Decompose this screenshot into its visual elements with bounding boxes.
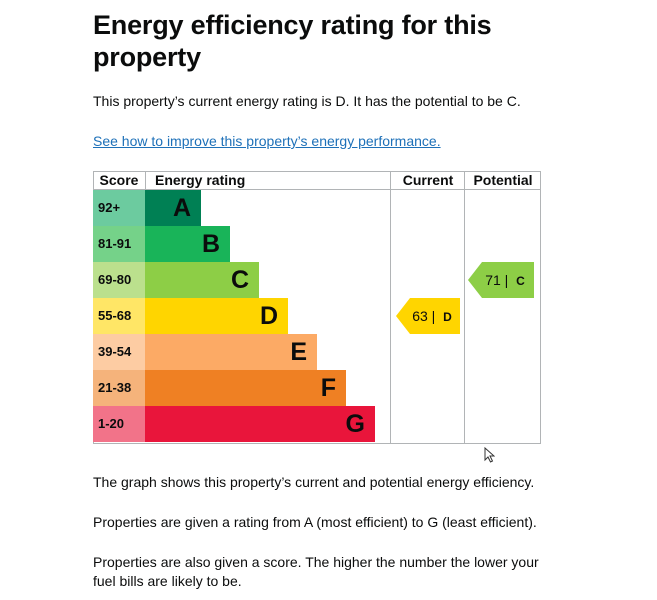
potential-letter: C: [516, 274, 525, 288]
header-current: Current: [402, 172, 454, 188]
band-bar-c: C: [145, 262, 259, 298]
potential-arrow-body: [482, 262, 534, 298]
band-bar-a: A: [145, 190, 201, 226]
potential-column-border: [464, 171, 541, 444]
potential-arrow-point: [468, 262, 482, 298]
mouse-pointer-icon: [484, 447, 495, 463]
paragraph-rating-explanation: Properties are given a rating from A (mo…: [93, 514, 537, 530]
band-score-b: 81-91: [93, 226, 145, 262]
header-energy-rating: Energy rating: [155, 172, 246, 188]
band-score-f: 21-38: [93, 370, 145, 406]
header-divider: [145, 171, 146, 189]
current-rating-label: 63 | D: [412, 308, 452, 324]
current-letter: D: [443, 310, 452, 324]
current-rating-arrow: 63 | D: [396, 298, 460, 334]
header-potential: Potential: [473, 172, 533, 188]
header-score: Score: [99, 172, 139, 188]
header-rule: [93, 189, 541, 190]
band-bar-e: E: [145, 334, 317, 370]
band-score-a: 92+: [93, 190, 145, 226]
improve-performance-link[interactable]: See how to improve this property’s energ…: [93, 133, 441, 149]
potential-score: 71: [485, 272, 501, 288]
band-bar-f: F: [145, 370, 346, 406]
band-score-g: 1-20: [93, 406, 145, 442]
potential-rating-label: 71 | C: [485, 272, 525, 288]
current-arrow-body: [410, 298, 460, 334]
energy-rating-chart: Score Energy rating Current Potential 92…: [93, 171, 541, 444]
band-bar-g: G: [145, 406, 375, 442]
band-bar-d: D: [145, 298, 288, 334]
current-arrow-point: [396, 298, 410, 334]
band-score-e: 39-54: [93, 334, 145, 370]
current-score: 63: [412, 308, 428, 324]
band-bar-b: B: [145, 226, 230, 262]
band-score-c: 69-80: [93, 262, 145, 298]
paragraph-score-explanation: Properties are also given a score. The h…: [93, 554, 539, 589]
paragraph-graph-explanation: The graph shows this property’s current …: [93, 474, 535, 490]
rating-summary: This property’s current energy rating is…: [93, 93, 521, 109]
band-score-d: 55-68: [93, 298, 145, 334]
potential-rating-arrow: 71 | C: [468, 262, 534, 298]
page-heading: Energy efficiency rating for this proper…: [93, 10, 492, 72]
